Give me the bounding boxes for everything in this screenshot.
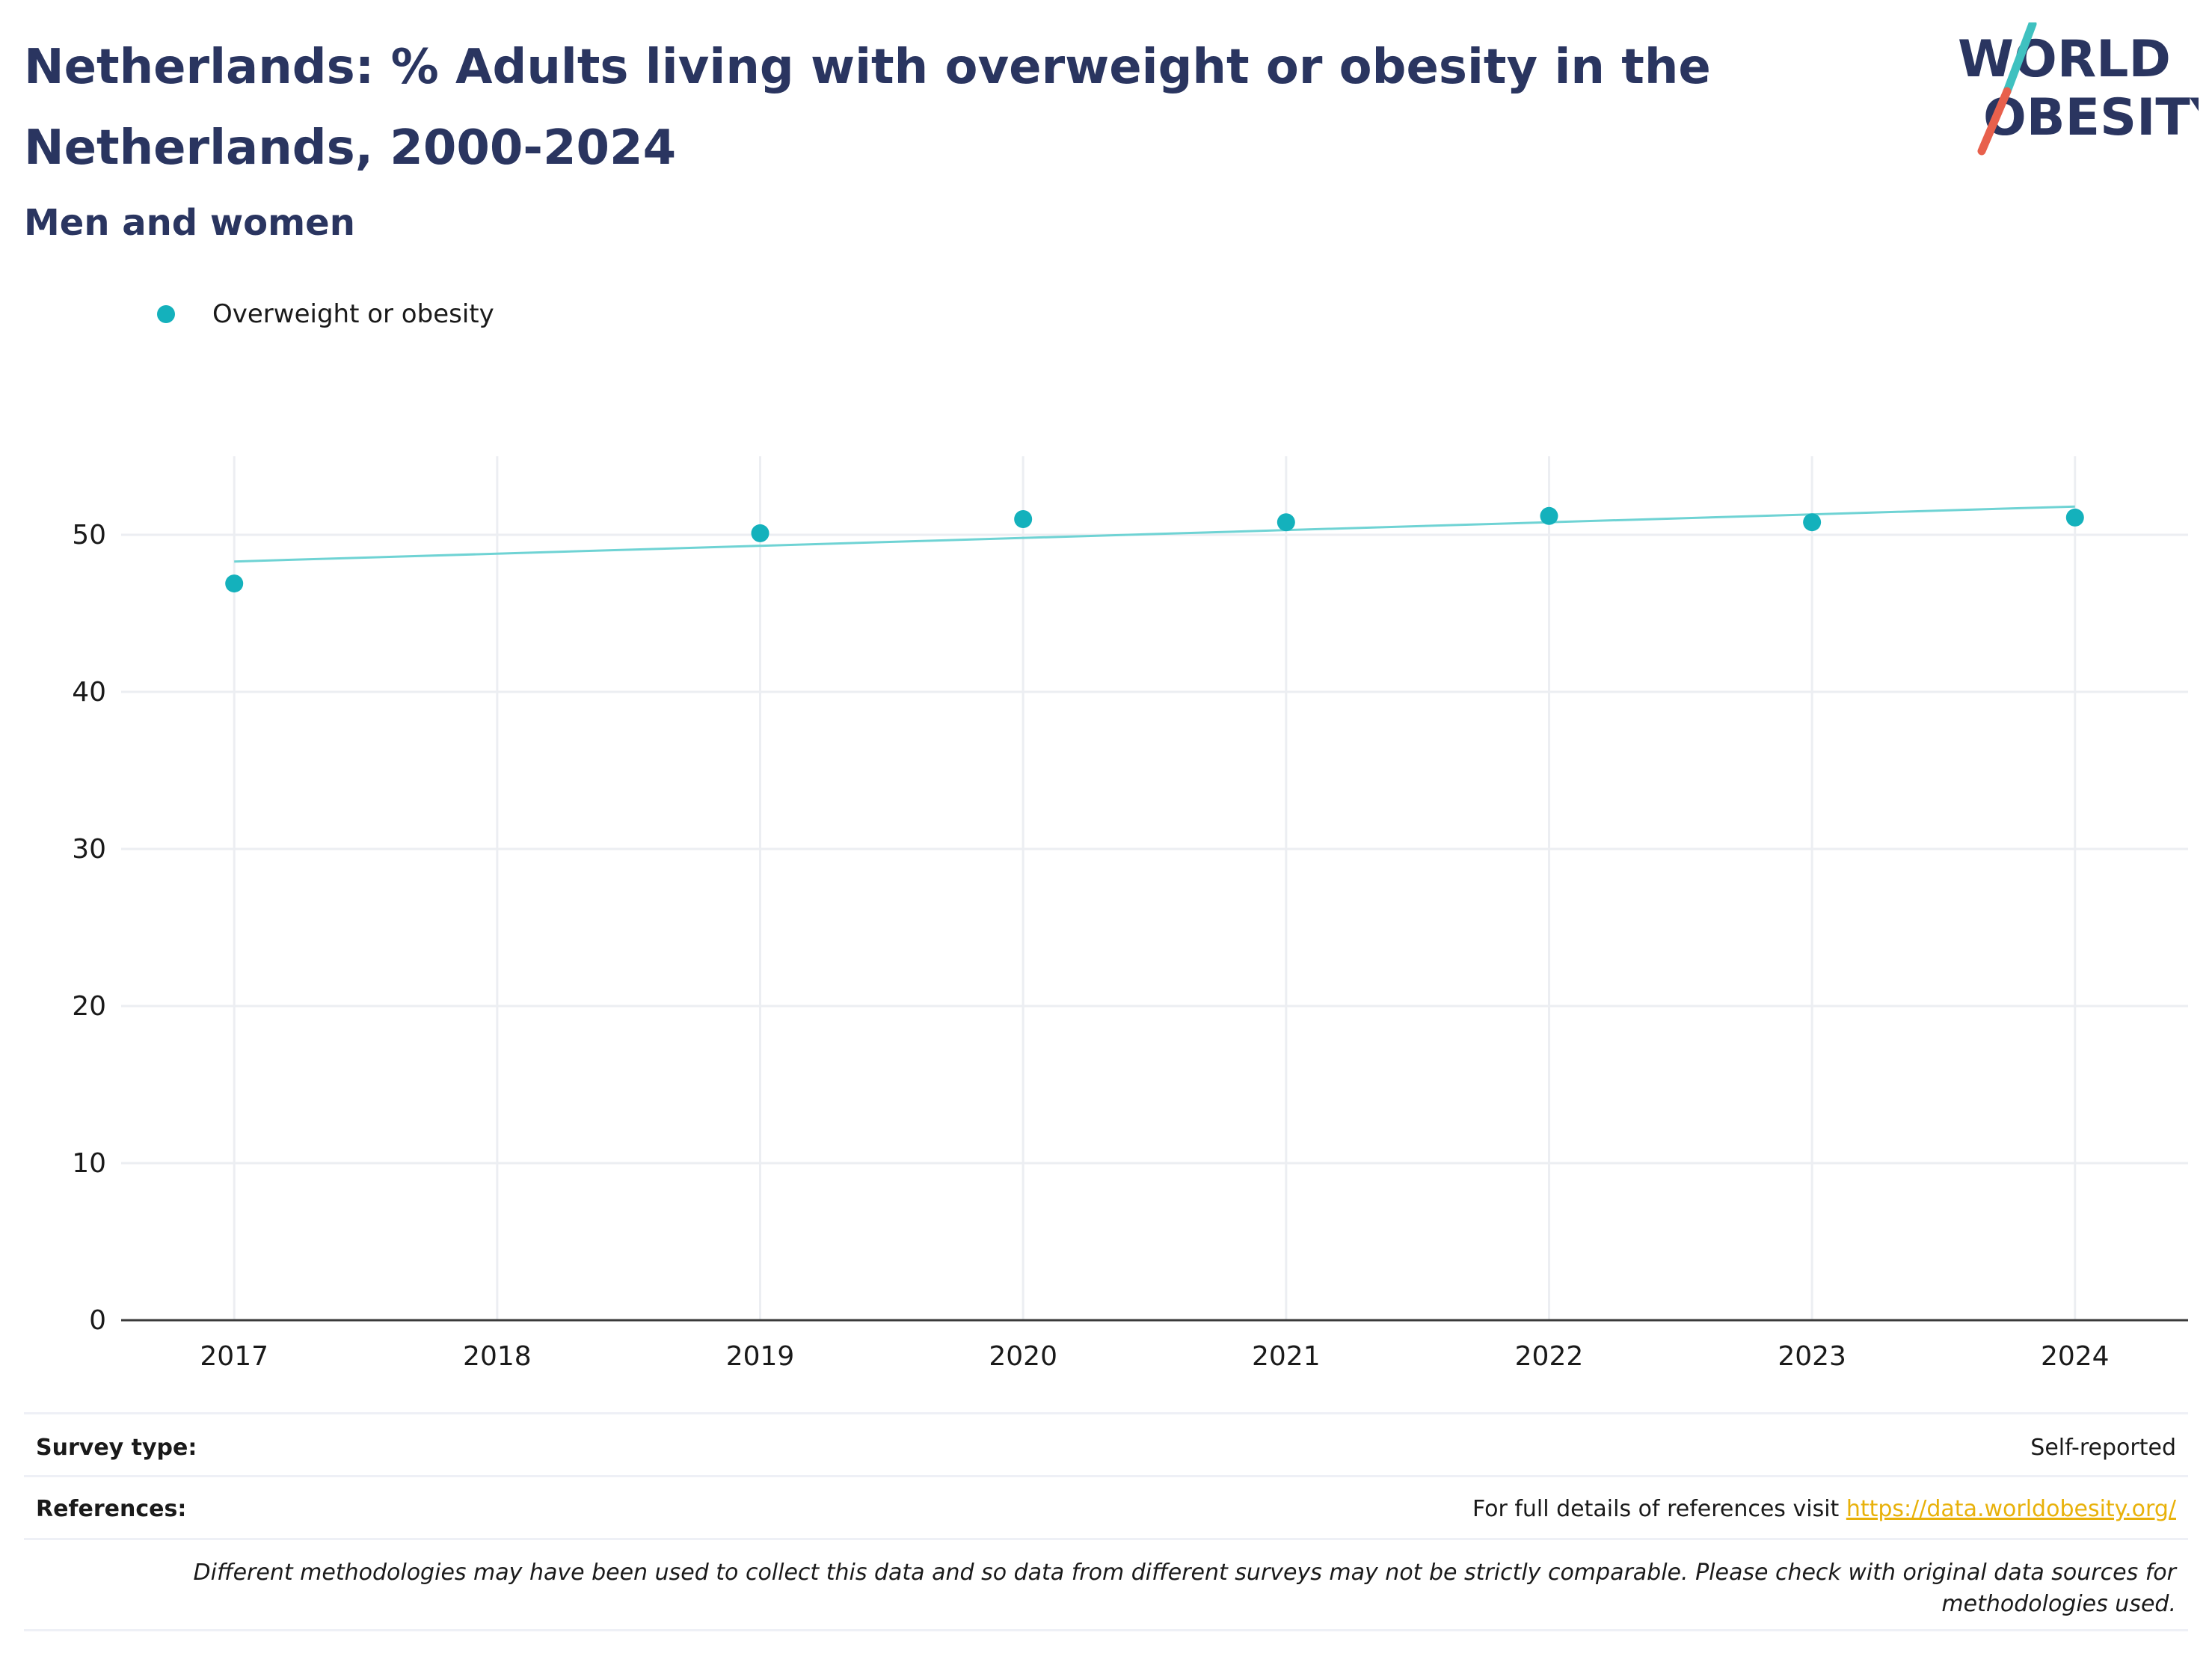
x-tick-label: 2023 [1778,1341,1846,1372]
survey-type-value: Self-reported [2030,1434,2176,1461]
references-text: For full details of references visit [1472,1495,1846,1522]
data-point [1276,513,1295,532]
footer-divider [24,1629,2188,1631]
legend-marker-icon [157,305,175,323]
footer-divider [24,1538,2188,1540]
data-point [225,574,244,593]
footer-divider [24,1412,2188,1414]
x-tick-label: 2024 [2041,1341,2110,1372]
footer-divider [24,1475,2188,1477]
trendline [234,505,2075,563]
y-tick-label: 30 [72,834,106,865]
logo-word-world: WORLD [1958,30,2171,89]
y-tick-label: 0 [89,1305,106,1336]
references-link[interactable]: https://data.worldobesity.org/ [1846,1495,2176,1522]
data-point [1014,510,1033,528]
x-tick-label: 2017 [200,1341,268,1372]
data-point [751,524,769,542]
logo-slash-bottom [1977,87,2012,156]
survey-type-label: Survey type: [36,1434,197,1461]
scatter-chart: 0 10 20 30 40 50 2017 2018 2019 2020 2021 2022 2023 2… [72,456,2188,1372]
survey-type-row: Survey type: Self-reported [24,1429,2188,1466]
methodology-note: Different methodologies may have been us… [193,1560,2176,1617]
data-point [1803,513,1822,532]
x-tick-label: 2018 [463,1341,532,1372]
y-tick-label: 50 [72,520,106,551]
x-tick-label: 2019 [726,1341,795,1372]
world-obesity-logo: WORLD OBESITY [1958,22,2199,156]
legend-label: Overweight or obesity [212,299,494,329]
x-tick-label: 2021 [1252,1341,1321,1372]
y-tick-label: 10 [72,1148,106,1179]
chart-title: Netherlands: % Adults living with overwe… [24,40,1711,176]
references-row: References: For full details of referenc… [24,1490,2188,1527]
references-value: For full details of references visit htt… [1472,1496,2188,1522]
logo-word-obesity: OBESITY [1983,88,2199,147]
x-tick-label: 2022 [1515,1341,1584,1372]
y-tick-label: 40 [72,677,106,708]
references-label: References: [36,1495,187,1522]
x-tick-label: 2020 [989,1341,1057,1372]
logo-slash-top [2003,22,2037,96]
data-point [2065,508,2084,527]
legend[interactable]: Overweight or obesity [157,299,494,329]
chart-subtitle: Men and women [24,202,355,244]
data-point [1540,506,1558,525]
y-tick-label: 20 [72,991,106,1022]
